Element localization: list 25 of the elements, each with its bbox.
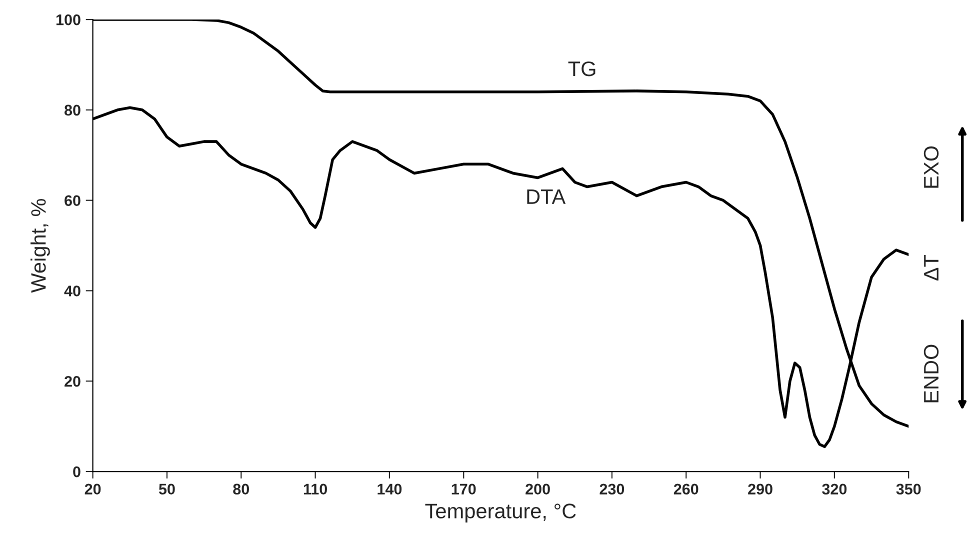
y-tick-label: 40 xyxy=(64,286,80,296)
y-axis-title: Weight, % xyxy=(30,198,50,293)
y-tick-label: 20 xyxy=(64,376,80,387)
x-tick-label: 80 xyxy=(233,484,250,495)
x-tick-label: 320 xyxy=(822,484,847,495)
series-label: DTA xyxy=(527,190,566,204)
x-tick-label: 170 xyxy=(452,484,476,495)
y-tick-label: 100 xyxy=(56,14,80,26)
x-axis-title: Temperature, °C xyxy=(425,504,576,523)
x-tick-label: 290 xyxy=(748,484,772,495)
y-tick-label: 80 xyxy=(64,104,80,116)
x-tick-label: 50 xyxy=(158,484,175,495)
y-tick-label: 60 xyxy=(64,195,80,206)
series-label: TG xyxy=(568,61,596,76)
x-tick-label: 200 xyxy=(526,484,550,495)
x-tick-label: 230 xyxy=(600,484,624,495)
x-tick-label: 110 xyxy=(304,484,328,495)
text: EXO xyxy=(924,146,939,188)
x-tick-label: 20 xyxy=(84,484,101,495)
text: ENDO xyxy=(924,344,939,402)
x-tick-label: 140 xyxy=(378,484,402,495)
x-tick-label: 260 xyxy=(674,484,698,495)
y-tick-label: 0 xyxy=(73,466,80,478)
x-tick-label: 350 xyxy=(896,484,921,495)
text: ΔT xyxy=(924,254,938,281)
